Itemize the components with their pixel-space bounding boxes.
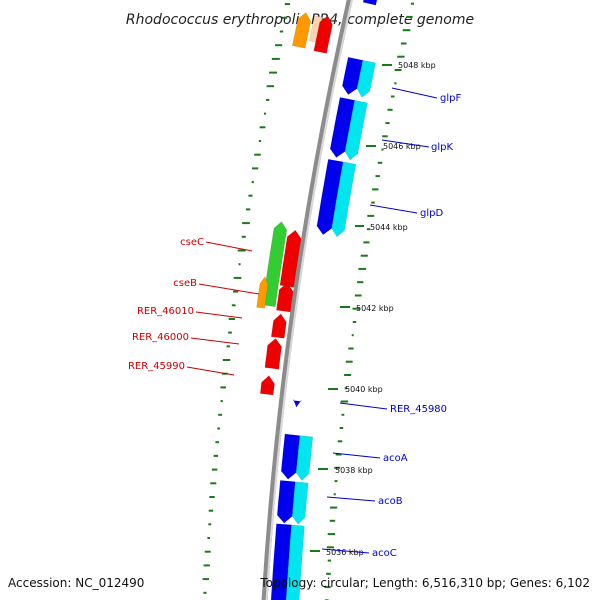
gene-label-RER45980[interactable]: RER_45980 (390, 404, 447, 415)
label-leader (190, 337, 240, 345)
gene-label-cseB[interactable]: cseB (173, 278, 197, 289)
label-leader (381, 139, 430, 148)
kbp-ticks: 5048 kbp 5046 kbp 5044 kbp 5042 kbp 5040… (310, 61, 436, 557)
backbone-dark (261, 0, 353, 600)
gene-label-acoB[interactable]: acoB (378, 496, 403, 507)
gene-label-RER46010[interactable]: RER_46010 (137, 306, 194, 317)
kbp-tick-label: 5040 kbp (345, 385, 383, 394)
feature-RER46000-red[interactable] (264, 338, 282, 370)
kbp-tick-label: 5048 kbp (398, 61, 436, 70)
gc-track-right (324, 2, 414, 600)
label-leader (205, 241, 253, 252)
kbp-tick-label: 5038 kbp (335, 466, 373, 475)
label-leader (195, 311, 243, 319)
label-leader (332, 452, 381, 459)
feature-acoA-blue[interactable] (280, 433, 301, 480)
feature-acoC-cyan[interactable] (285, 524, 305, 600)
gene-label-glpK[interactable]: glpK (431, 142, 453, 153)
gene-label-glpF[interactable]: glpF (440, 93, 461, 104)
gene-label-acoA[interactable]: acoA (383, 453, 408, 464)
left-gene-labels: cseC cseB RER_46010 RER_46000 RER_45990 (128, 237, 260, 376)
backbone-light (265, 0, 353, 600)
feature-layer (256, 0, 378, 600)
feature-acoA-cyan[interactable] (295, 435, 314, 481)
label-leader (369, 204, 418, 214)
feature-cseC-green[interactable] (262, 221, 288, 307)
gc-track-left (202, 3, 290, 594)
genome-info-label: Topology: circular; Length: 6,516,310 bp… (259, 576, 590, 590)
kbp-tick-label: 5044 kbp (370, 223, 408, 232)
feature-glpK-blue[interactable] (329, 97, 355, 158)
feature-red-top[interactable] (313, 15, 333, 54)
backbone (261, 0, 353, 600)
feature-cseB-orange[interactable] (256, 276, 269, 309)
feature-glpD-cyan[interactable] (331, 161, 357, 238)
gene-label-RER46000[interactable]: RER_46000 (132, 332, 189, 343)
accession-label: Accession: NC_012490 (8, 576, 144, 590)
feature-acoB-cyan[interactable] (291, 481, 309, 525)
gene-label-acoC[interactable]: acoC (372, 548, 397, 559)
label-leader (391, 87, 438, 99)
kbp-tick-label: 5046 kbp (383, 142, 421, 151)
right-gene-labels: glpF glpK glpD RER_45980 acoA acoB acoC (321, 87, 461, 559)
label-leader (186, 366, 235, 376)
feature-RER45990-red[interactable] (260, 375, 275, 396)
kbp-tick-label: 5042 kbp (356, 304, 394, 313)
feature-glpF-cyan[interactable] (356, 60, 376, 98)
feature-acoC-blue[interactable] (270, 523, 292, 600)
feature-RER45980-blue[interactable] (292, 399, 302, 408)
gene-label-cseC[interactable]: cseC (180, 237, 204, 248)
kbp-tick-label: 5036 kbp (326, 548, 364, 557)
feature-glpK-cyan[interactable] (344, 100, 368, 161)
feature-cseB-red[interactable] (276, 282, 294, 313)
label-leader (339, 402, 388, 410)
label-leader (321, 548, 370, 554)
gene-label-RER45990[interactable]: RER_45990 (128, 361, 185, 372)
label-leader (326, 496, 376, 502)
label-leader (198, 283, 260, 295)
feature-RER46010-red[interactable] (271, 313, 287, 339)
feature-blue-top[interactable] (362, 0, 378, 6)
gene-label-glpD[interactable]: glpD (420, 208, 443, 219)
feature-orange-top[interactable] (292, 12, 312, 49)
